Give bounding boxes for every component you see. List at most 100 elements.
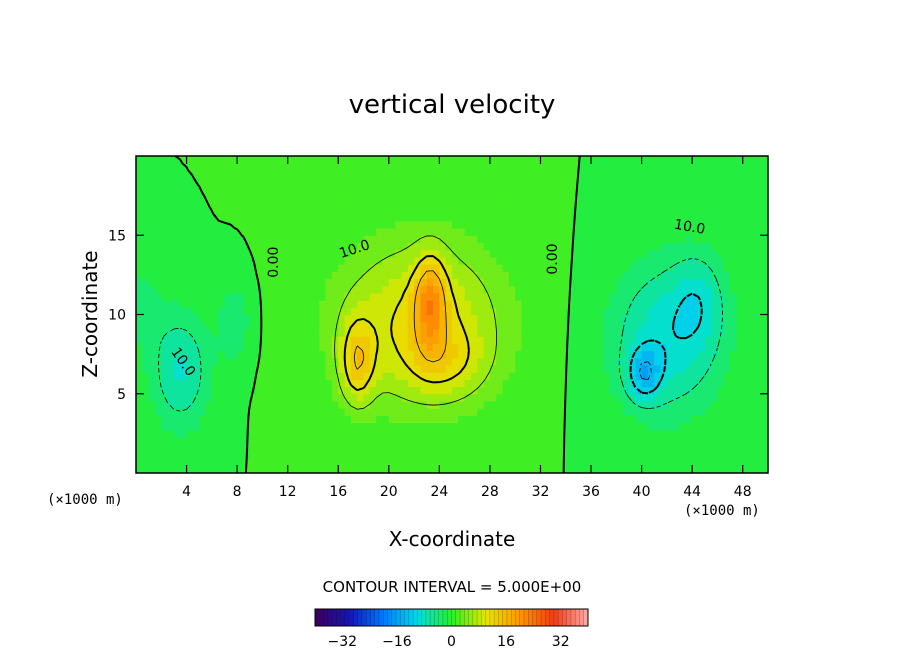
field-cell [483,220,491,229]
field-cell [534,444,542,452]
field-cell [584,408,592,416]
field-cell [534,271,542,280]
field-cell [205,213,213,222]
field-cell [673,321,681,330]
field-cell [256,192,263,200]
field-cell [464,328,472,337]
field-cell [527,328,535,337]
field-cell [281,336,289,344]
field-cell [641,213,649,222]
field-cell [439,458,447,467]
field-cell [325,285,333,294]
field-cell [167,444,175,452]
field-cell [256,465,263,473]
field-cell [369,458,377,467]
field-cell [654,213,662,222]
field-cell [464,429,472,438]
field-cell [452,264,459,272]
field-cell [237,213,245,222]
field-cell [287,199,295,208]
field-cell [647,372,655,380]
field-cell [540,242,548,251]
field-cell [736,328,744,337]
field-cell [294,256,301,265]
field-cell [502,206,510,215]
field-cell [199,408,207,416]
field-cell [736,256,744,265]
field-cell [395,328,403,337]
field-cell [249,429,257,438]
field-cell [458,249,466,258]
field-cell [635,307,643,316]
field-cell [148,372,156,380]
field-cell [211,184,219,193]
field-cell [382,242,390,251]
field-cell [243,235,251,244]
field-cell [357,192,365,200]
field-cell [534,177,542,186]
field-cell [622,177,630,186]
field-cell [641,400,649,409]
field-cell [496,278,504,287]
field-cell [243,357,251,366]
field-cell [382,170,390,179]
field-cell [420,206,428,215]
field-cell [369,292,377,301]
field-cell [597,264,605,272]
field-cell [262,415,270,424]
field-cell [723,357,731,366]
field-cell [306,436,314,445]
field-cell [597,206,605,215]
field-cell [300,242,308,251]
field-cell [388,379,396,388]
field-cell [148,379,156,388]
field-cell [218,220,226,229]
field-cell [433,350,440,359]
field-cell [647,444,655,452]
field-cell [256,372,263,380]
field-cell [338,199,346,208]
field-cell [237,163,245,171]
field-cell [344,429,352,438]
field-cell [749,328,756,337]
field-cell [306,300,314,308]
field-cell [414,177,421,186]
field-cell [761,292,768,301]
field-cell [344,235,352,244]
field-cell [382,321,390,330]
field-cell [534,242,542,251]
field-cell [350,429,358,438]
field-cell [401,213,409,222]
field-cell [515,307,523,316]
field-cell [350,400,358,409]
field-cell [622,328,630,337]
field-cell [591,379,598,388]
field-cell [603,199,611,208]
field-cell [173,314,181,323]
field-cell [723,156,731,164]
field-cell [458,271,466,280]
field-cell [660,220,668,229]
field-cell [597,163,605,171]
field-cell [749,357,756,366]
field-cell [395,393,403,402]
field-cell [698,422,706,431]
field-cell [610,386,617,395]
field-cell [161,415,169,424]
field-cell [142,328,150,337]
field-cell [723,228,731,236]
field-cell [597,408,605,416]
field-cell [464,285,472,294]
field-cell [243,206,251,215]
field-cell [591,278,598,287]
field-cell [256,206,263,215]
field-cell [180,285,188,294]
field-cell [199,372,207,380]
field-cell [344,163,352,171]
field-cell [534,264,542,272]
field-cell [483,350,491,359]
field-cell [483,285,491,294]
field-cell [268,379,276,388]
field-cell [603,300,611,308]
field-cell [142,321,150,330]
